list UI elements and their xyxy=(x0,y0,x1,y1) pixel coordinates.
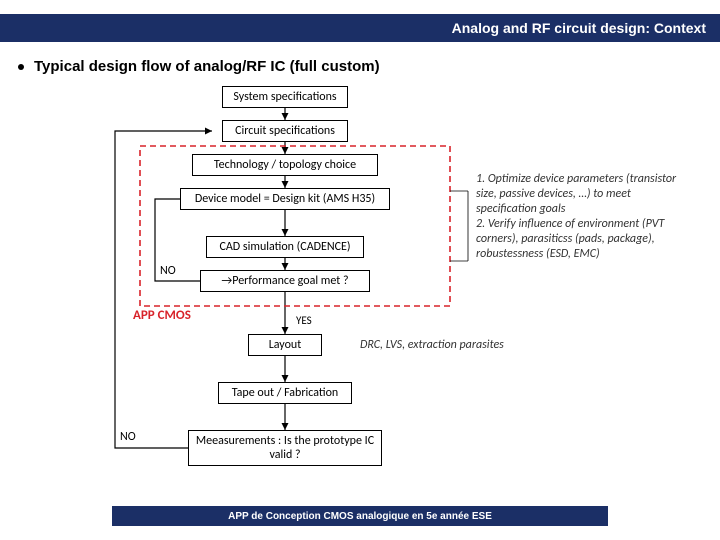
footer-text: APP de Conception CMOS analogique en 5e … xyxy=(228,511,492,522)
label-no-inner: NO xyxy=(160,264,176,278)
title-text: Analog and RF circuit design: Context xyxy=(452,20,706,36)
box-device-model: Device model = Design kit (AMS H35) xyxy=(180,188,390,210)
box-cad-sim: CAD simulation (CADENCE) xyxy=(206,236,364,258)
bullet-text: Typical design flow of analog/RF IC (ful… xyxy=(34,58,380,75)
label-no-outer: NO xyxy=(120,430,136,444)
box-layout: Layout xyxy=(248,334,322,356)
box-measure: Meeasurements : Is the prototype IC vali… xyxy=(188,430,382,466)
box-topology: Technology / topology choice xyxy=(192,154,378,176)
label-app-cmos: APP CMOS xyxy=(133,308,191,323)
box-perf-goal: →Performance goal met ? xyxy=(200,270,370,292)
box-circuit-spec: Circuit specifications xyxy=(222,120,348,142)
annot-optimize: 1. Optimize device parameters (transisto… xyxy=(476,172,686,262)
box-system-spec: System specifications xyxy=(222,86,348,108)
box-tapeout: Tape out / Fabrication xyxy=(218,382,352,404)
flow-diagram: System specifications Circuit specificat… xyxy=(0,86,720,506)
title-bar: Analog and RF circuit design: Context xyxy=(0,14,720,42)
bullet-icon xyxy=(18,64,24,70)
label-yes: YES xyxy=(296,314,312,327)
bullet-row: Typical design flow of analog/RF IC (ful… xyxy=(18,58,380,75)
footer-bar: APP de Conception CMOS analogique en 5e … xyxy=(112,506,608,526)
annot-drc: DRC, LVS, extraction parasites xyxy=(360,338,560,353)
